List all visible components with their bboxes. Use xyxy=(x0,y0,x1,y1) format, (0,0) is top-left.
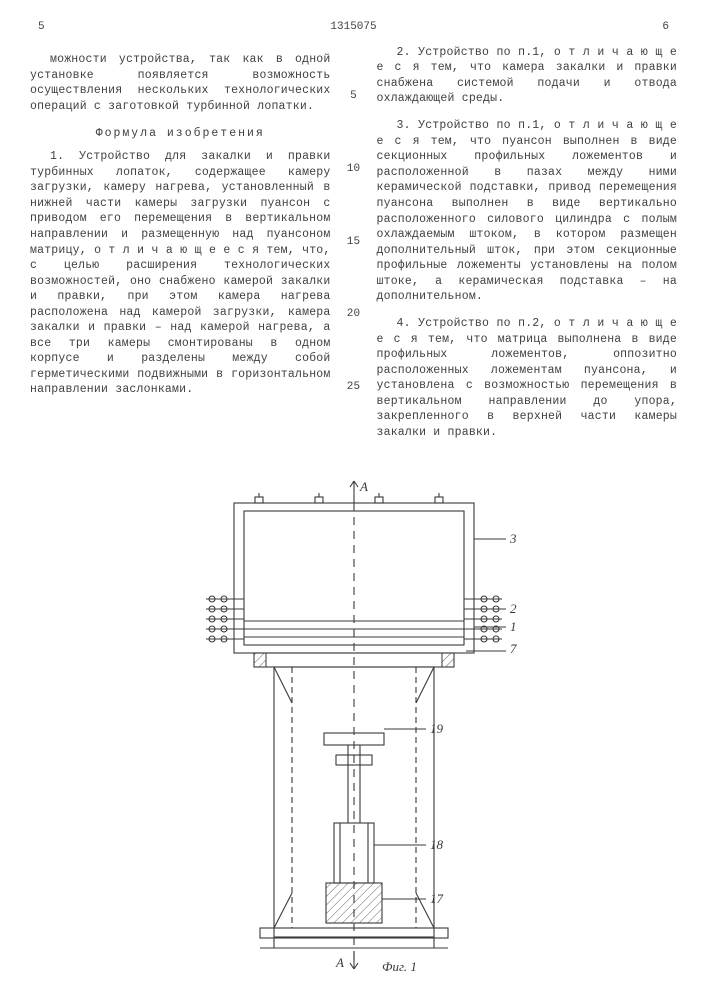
patent-number: 1315075 xyxy=(45,20,663,35)
text-columns: можности устройства, так как в одной уст… xyxy=(30,41,677,453)
claim-2: 2. Устройство по п.1, о т л и ч а ю щ е … xyxy=(377,45,678,107)
claim-4: 4. Устройство по п.2, о т л и ч а ю щ е … xyxy=(377,316,678,440)
svg-text:17: 17 xyxy=(430,891,444,906)
line-number-gutter: 5 10 15 20 25 xyxy=(345,41,363,453)
line-number: 5 xyxy=(345,89,363,104)
figure-svg: А3217191817АФиг. 1 xyxy=(164,473,544,973)
svg-text:18: 18 xyxy=(430,837,444,852)
line-number: 15 xyxy=(345,235,363,250)
svg-text:19: 19 xyxy=(430,721,444,736)
line-number: 20 xyxy=(345,307,363,322)
page-header: 5 1315075 6 xyxy=(30,20,677,35)
svg-text:3: 3 xyxy=(509,531,517,546)
paragraph-intro: можности устройства, так как в одной уст… xyxy=(30,52,331,114)
claim-1: 1. Устройство для закалки и правки турби… xyxy=(30,149,331,397)
svg-text:2: 2 xyxy=(510,601,517,616)
svg-text:А: А xyxy=(335,955,344,970)
formula-title: Формула изобретения xyxy=(30,126,331,142)
page-num-left: 5 xyxy=(38,20,45,35)
left-column: можности устройства, так как в одной уст… xyxy=(30,41,331,453)
svg-text:Фиг. 1: Фиг. 1 xyxy=(382,959,417,973)
right-column: 2. Устройство по п.1, о т л и ч а ю щ е … xyxy=(377,41,678,453)
claim-3: 3. Устройство по п.1, о т л и ч а ю щ е … xyxy=(377,118,678,304)
page: 5 1315075 6 можности устройства, так как… xyxy=(0,0,707,1000)
line-number: 10 xyxy=(345,162,363,177)
svg-text:7: 7 xyxy=(510,641,517,656)
svg-text:1: 1 xyxy=(510,619,517,634)
line-number: 25 xyxy=(345,380,363,395)
page-num-right: 6 xyxy=(662,20,669,35)
svg-text:А: А xyxy=(359,479,368,494)
figure-1: А3217191817АФиг. 1 xyxy=(30,473,677,973)
